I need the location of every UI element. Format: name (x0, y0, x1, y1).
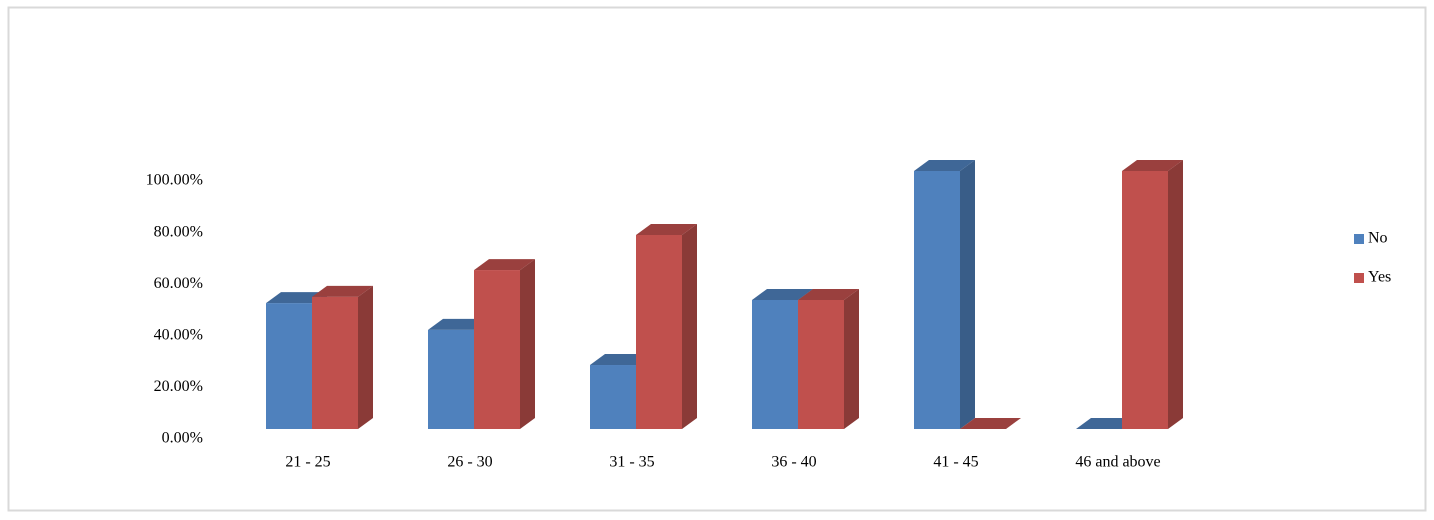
bar-side (844, 289, 859, 429)
bar-top (798, 289, 859, 300)
bar-top (914, 160, 975, 171)
bar-top (312, 285, 373, 297)
y-tick-label: 60.00% (154, 275, 203, 292)
bar-side (960, 160, 975, 429)
bar-top (590, 354, 651, 366)
legend-label: Yes (1368, 269, 1391, 286)
bar-top (266, 292, 327, 304)
bar-top (960, 418, 1021, 429)
bar-side (358, 285, 373, 429)
chart-frame (7, 6, 1427, 512)
legend-swatch (1354, 273, 1364, 283)
y-tick-label: 80.00% (154, 223, 203, 240)
bar-top (752, 289, 813, 300)
x-tick-label: 46 and above (1075, 454, 1160, 471)
bar-side (520, 259, 535, 429)
legend-label: No (1368, 230, 1388, 247)
x-tick-label: 41 - 45 (933, 454, 978, 471)
bar (312, 296, 358, 429)
x-tick-label: 26 - 30 (447, 454, 492, 471)
y-tick-label: 0.00% (162, 430, 203, 447)
x-tick-label: 36 - 40 (771, 454, 816, 471)
y-tick-label: 20.00% (154, 378, 203, 395)
bar-top (636, 223, 697, 235)
bar (1122, 171, 1168, 429)
bar-top (474, 259, 535, 271)
bar (474, 270, 520, 429)
bar (636, 234, 682, 429)
bar (752, 300, 798, 429)
bar-top (1076, 418, 1137, 429)
legend-swatch (1354, 234, 1364, 244)
x-tick-label: 31 - 35 (609, 454, 654, 471)
bar (590, 365, 636, 429)
bar-side (1168, 160, 1183, 429)
bar-top (428, 318, 489, 330)
bar (428, 329, 474, 429)
bar-side (682, 223, 697, 429)
y-tick-label: 40.00% (154, 326, 203, 343)
bar-top (1122, 160, 1183, 171)
y-tick-label: 100.00% (146, 172, 203, 189)
x-tick-label: 21 - 25 (285, 454, 330, 471)
bar (266, 303, 312, 429)
bar (914, 171, 960, 429)
bar (798, 300, 844, 429)
